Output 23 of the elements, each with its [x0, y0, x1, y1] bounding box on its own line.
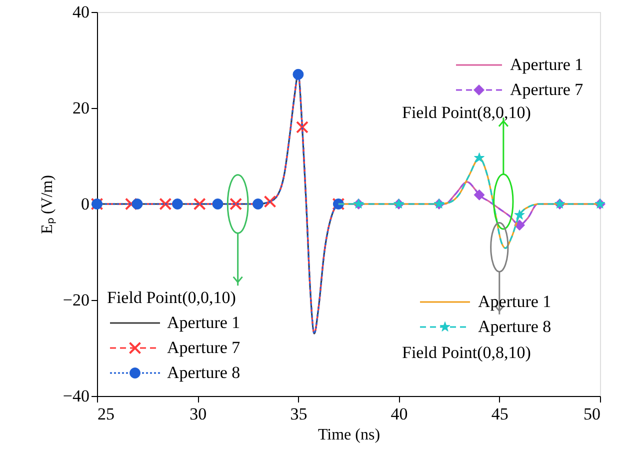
legend-label: Aperture 1: [510, 55, 584, 74]
y-tick-label: 40: [72, 2, 90, 22]
legend-label: Aperture 1: [167, 313, 240, 332]
y-tick-label: −40: [62, 386, 90, 406]
annotation: Field Point(0,8,10): [402, 343, 531, 362]
x-tick-label: 50: [584, 404, 600, 424]
y-tick-label: 0: [81, 194, 90, 214]
y-tick-label: −20: [62, 290, 90, 310]
x-tick-label: 40: [390, 404, 408, 424]
legend-label: Aperture 8: [478, 317, 552, 336]
legend-label: Aperture 1: [478, 292, 552, 311]
x-axis-title: Time (ns): [318, 426, 380, 444]
x-tick-label: 35: [290, 404, 308, 424]
y-tick-label: 20: [72, 98, 90, 118]
x-tick-label: 25: [98, 404, 114, 424]
y-axis-title: Eₚ (V/m): [38, 175, 56, 234]
annotation: Field Point(8,0,10): [402, 103, 531, 122]
legend-label: Aperture 7: [510, 80, 584, 99]
x-tick-label: 45: [491, 404, 508, 424]
x-tick-label: 30: [190, 404, 207, 424]
legend-label: Aperture 7: [167, 338, 241, 357]
legend-label: Aperture 8: [167, 363, 240, 382]
annotation: Field Point(0,0,10): [107, 288, 236, 307]
